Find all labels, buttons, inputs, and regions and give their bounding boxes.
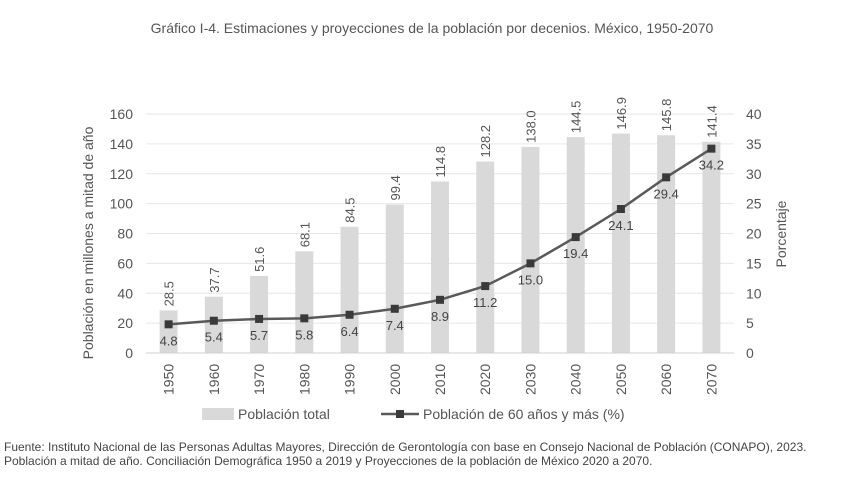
y-axis-title: Población en millones a mitad de año — [80, 126, 96, 359]
x-tick-label: 2000 — [387, 364, 403, 395]
line-marker — [345, 310, 354, 319]
line-marker — [571, 233, 580, 242]
bar-data-label: 146.9 — [614, 97, 629, 130]
y-tick-label: 120 — [110, 166, 134, 182]
line-marker — [209, 316, 218, 325]
y2-tick-label: 10 — [746, 285, 762, 301]
y-tick-label: 40 — [117, 285, 133, 301]
bar — [476, 161, 495, 353]
chart-title: Gráfico I-4. Estimaciones y proyecciones… — [150, 20, 714, 36]
y2-axis-title: Porcentaje — [773, 200, 789, 267]
line-marker — [255, 314, 264, 323]
x-tick-label: 2070 — [703, 364, 719, 395]
line-data-label: 5.4 — [205, 330, 223, 345]
bar — [340, 226, 359, 353]
bar — [657, 135, 676, 353]
y-tick-label: 0 — [125, 345, 133, 361]
x-tick-label: 1970 — [251, 364, 267, 395]
line-data-label: 29.4 — [653, 186, 678, 201]
bar-data-label: 138.0 — [523, 110, 538, 143]
bar-data-label: 37.7 — [207, 267, 222, 292]
line-marker — [707, 144, 716, 153]
line-marker — [616, 205, 625, 214]
bar-data-label: 28.5 — [162, 281, 177, 306]
line-data-label: 34.2 — [699, 158, 724, 173]
bar — [702, 141, 721, 353]
chart: 020406080100120140160051015202530354028.… — [80, 97, 789, 422]
bar — [521, 146, 540, 353]
bar-data-label: 68.1 — [297, 222, 312, 247]
y2-tick-label: 5 — [746, 315, 754, 331]
y-tick-label: 20 — [117, 315, 133, 331]
x-tick-label: 1950 — [161, 364, 177, 395]
bar — [204, 296, 223, 353]
line-marker — [436, 295, 444, 304]
line-data-label: 5.8 — [295, 327, 313, 342]
bar — [295, 251, 314, 353]
x-tick-label: 2010 — [432, 364, 448, 395]
legend-line-label: Población de 60 años y más (%) — [423, 406, 625, 422]
bar-data-label: 145.8 — [659, 99, 674, 132]
line-data-label: 6.4 — [340, 324, 358, 339]
x-tick-label: 1960 — [206, 364, 222, 395]
x-tick-label: 2050 — [613, 364, 629, 395]
bar — [159, 310, 178, 353]
x-tick-label: 2030 — [522, 364, 538, 395]
line-data-label: 15.0 — [518, 272, 543, 287]
line-data-label: 11.2 — [473, 295, 497, 310]
bar-data-label: 144.5 — [569, 101, 584, 134]
x-tick-label: 2060 — [658, 364, 674, 395]
bar — [250, 275, 269, 353]
y-tick-label: 140 — [110, 136, 134, 152]
bar-data-label: 114.8 — [433, 146, 448, 178]
line-data-label: 24.1 — [608, 218, 633, 233]
line-data-label: 8.9 — [431, 309, 449, 324]
legend-bar-swatch — [202, 408, 234, 420]
y2-tick-label: 35 — [746, 136, 762, 152]
legend-bar-label: Población total — [238, 406, 330, 422]
line-marker — [164, 320, 173, 329]
bar — [611, 133, 630, 353]
y2-tick-label: 15 — [746, 255, 762, 271]
y2-tick-label: 40 — [746, 106, 762, 122]
legend-line-marker — [396, 410, 404, 418]
line-data-label: 5.7 — [250, 328, 268, 343]
x-tick-label: 1980 — [296, 364, 312, 395]
y-tick-label: 80 — [117, 226, 133, 242]
x-tick-label: 2020 — [477, 364, 493, 395]
line-data-label: 7.4 — [386, 318, 404, 333]
line-data-label: 19.4 — [563, 246, 588, 261]
bar-data-label: 84.5 — [343, 197, 358, 222]
line-marker — [390, 304, 399, 313]
line-marker — [481, 282, 490, 291]
bar — [431, 181, 449, 353]
y2-tick-label: 0 — [746, 345, 754, 361]
bar-data-label: 141.4 — [704, 105, 719, 138]
x-tick-label: 1990 — [342, 364, 358, 395]
bar-data-label: 51.6 — [252, 247, 267, 272]
y-tick-label: 100 — [110, 196, 134, 212]
bar — [385, 204, 404, 353]
x-tick-label: 2040 — [568, 364, 584, 395]
y-tick-label: 160 — [110, 106, 134, 122]
bar-data-label: 128.2 — [478, 125, 493, 158]
line-marker — [300, 314, 309, 323]
y2-tick-label: 25 — [746, 196, 762, 212]
bar — [566, 137, 585, 353]
y2-tick-label: 20 — [746, 226, 762, 242]
line-marker — [662, 173, 671, 182]
bar-data-label: 99.4 — [388, 175, 403, 200]
line-marker — [526, 259, 535, 268]
y2-tick-label: 30 — [746, 166, 762, 182]
source-note: Fuente: Instituto Nacional de las Person… — [4, 440, 807, 468]
line-data-label: 4.8 — [160, 333, 178, 348]
y-tick-label: 60 — [117, 255, 133, 271]
